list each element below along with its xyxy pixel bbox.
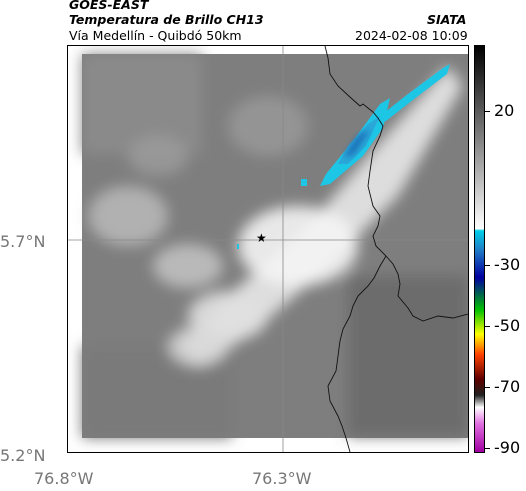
municipal-border: [327, 255, 387, 452]
colorbar-label-minus-30: -30: [494, 255, 521, 274]
brightness-temperature-field: [82, 54, 468, 438]
satellite-name: GOES-EAST: [69, 0, 149, 12]
colorbar-tick: [485, 387, 490, 388]
colorbar-tick: [485, 448, 490, 449]
organization-name: SIATA: [427, 12, 467, 27]
colorbar-tick: [485, 111, 490, 112]
region-subtitle: Vía Medellín - Quibdó 50km: [69, 28, 242, 43]
department-border: [324, 46, 468, 322]
colorbar: [474, 45, 485, 453]
colorbar-tick: [485, 326, 490, 327]
product-title: Temperatura de Brillo CH13: [69, 12, 264, 27]
cold-cloud-tops: [237, 64, 450, 249]
map-canvas: [68, 46, 468, 452]
colorbar-label-minus-50: -50: [494, 316, 521, 335]
longitude-label-76-3: 76.3°W: [252, 469, 312, 488]
latitude-label-5-7: 5.7°N: [0, 232, 46, 251]
colorbar-label-minus-70: -70: [494, 377, 521, 396]
latitude-label-5-2: 5.2°N: [0, 446, 46, 465]
star-icon: ★: [256, 231, 267, 245]
colorbar-label-20: 20: [494, 101, 515, 120]
satellite-map: ★: [67, 45, 469, 453]
timestamp: 2024-02-08 10:09: [355, 28, 468, 43]
colorbar-tick: [485, 265, 490, 266]
longitude-label-76-8: 76.8°W: [34, 469, 94, 488]
colorbar-label-minus-90: -90: [494, 438, 521, 457]
